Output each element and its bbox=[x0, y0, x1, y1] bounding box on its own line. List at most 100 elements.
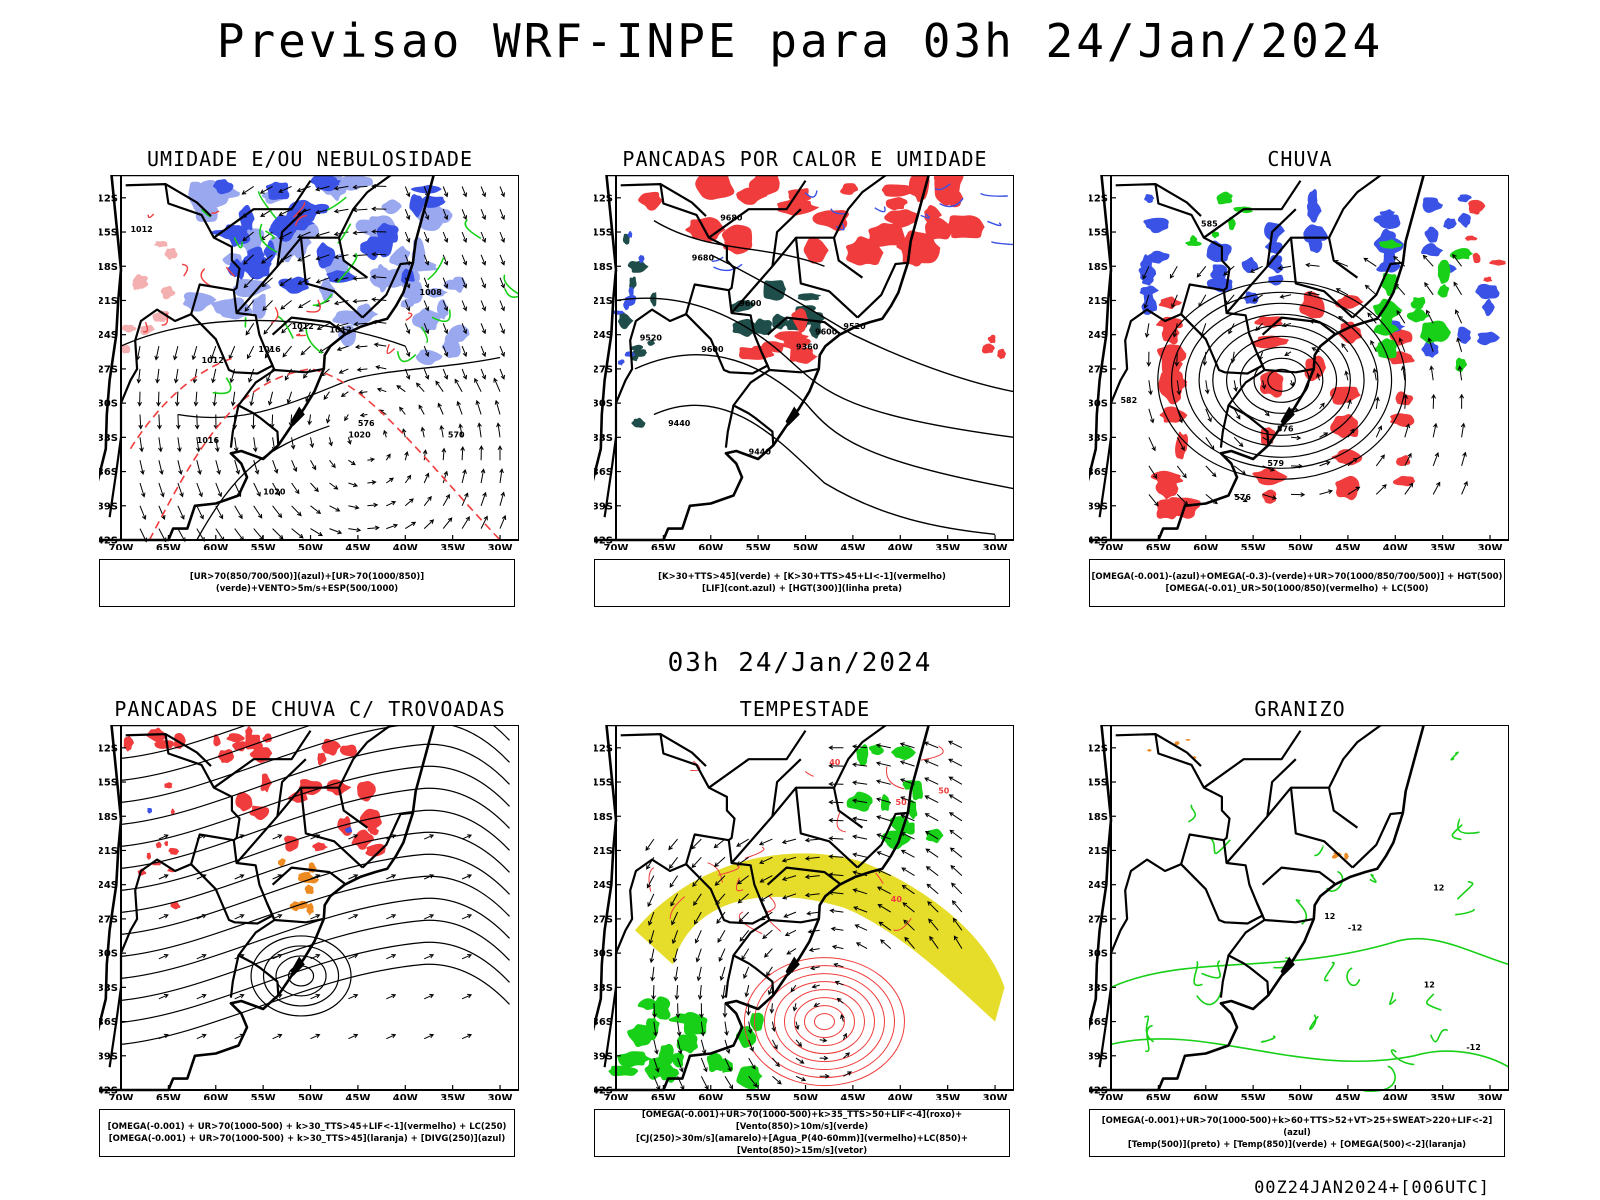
wind-vector bbox=[371, 229, 387, 234]
instability-fill bbox=[924, 204, 942, 227]
contour-label: -12 bbox=[1466, 1043, 1480, 1052]
wind-vector bbox=[442, 323, 449, 335]
wind-vector bbox=[386, 500, 397, 507]
wind-vector bbox=[1176, 465, 1187, 479]
instability-fill bbox=[631, 417, 646, 428]
wind-vector bbox=[399, 406, 406, 415]
omega-fill bbox=[1481, 298, 1495, 317]
humidity-fill bbox=[410, 184, 442, 194]
wind-vector bbox=[781, 856, 797, 863]
wind-vector bbox=[851, 798, 868, 804]
wind-vector bbox=[272, 482, 280, 497]
lon-label: 70W bbox=[604, 543, 629, 550]
humidity-fill bbox=[213, 179, 234, 195]
wind-vector bbox=[348, 527, 362, 533]
wind-vector bbox=[404, 474, 412, 484]
border-line bbox=[724, 955, 735, 998]
wind-vector bbox=[461, 186, 468, 198]
wind-vector bbox=[1205, 408, 1212, 423]
instability-fill bbox=[650, 292, 657, 307]
contour-label: 12 bbox=[1424, 980, 1435, 989]
wind-vector bbox=[1148, 437, 1156, 452]
lon-label: 50W bbox=[793, 543, 818, 550]
wind-vector bbox=[253, 460, 260, 475]
lon-label: 30W bbox=[488, 1093, 513, 1100]
storm-orange-fill bbox=[304, 884, 314, 895]
lat-label: 12S bbox=[1089, 193, 1108, 204]
wind-vector bbox=[310, 914, 321, 920]
wind-vector bbox=[325, 414, 331, 424]
lat-label: 24S bbox=[99, 330, 118, 341]
wind-vector bbox=[371, 251, 387, 257]
wind-vector bbox=[371, 274, 387, 280]
wind-vector bbox=[1261, 380, 1267, 390]
wind-vector bbox=[348, 1033, 359, 1040]
lat-label: 27S bbox=[1089, 914, 1108, 925]
map-layer: 12 -12 12 12 -12 bbox=[1089, 725, 1509, 1092]
wind-vector bbox=[333, 185, 349, 191]
contour-label: 9600 bbox=[701, 345, 724, 354]
contour-label: 9680 bbox=[692, 254, 715, 263]
wind-vector bbox=[674, 985, 680, 1001]
pwat-contour bbox=[753, 965, 895, 1079]
instability-fill bbox=[748, 175, 780, 197]
lon-label: 50W bbox=[298, 543, 323, 550]
wind-vector bbox=[215, 437, 220, 453]
wind-vector bbox=[252, 437, 258, 453]
wind-vector bbox=[951, 900, 963, 913]
wind-vector bbox=[336, 345, 349, 351]
hgt500-line bbox=[1239, 346, 1324, 414]
wind-vector bbox=[480, 491, 487, 506]
wind-vector bbox=[286, 391, 293, 404]
lagoon bbox=[290, 406, 305, 426]
instability-fill bbox=[845, 236, 884, 266]
border-line bbox=[1351, 811, 1404, 869]
storm-fill bbox=[164, 840, 169, 847]
lat-label: 33S bbox=[594, 433, 613, 444]
instability-fill bbox=[638, 191, 664, 211]
wind-vector bbox=[713, 838, 726, 849]
wind-vector bbox=[333, 208, 349, 214]
wind-vector bbox=[737, 875, 750, 885]
storm-fill bbox=[226, 733, 245, 743]
wind-vector bbox=[1404, 423, 1411, 438]
isobar bbox=[196, 425, 330, 541]
wind-vector bbox=[925, 866, 939, 876]
wind-vector bbox=[246, 345, 255, 360]
lif-contour bbox=[611, 310, 625, 315]
lat-label: 21S bbox=[99, 296, 118, 307]
wind-vector bbox=[272, 505, 283, 519]
wind-vector bbox=[333, 277, 349, 283]
wind-vector bbox=[717, 930, 726, 944]
lat-label: 42S bbox=[594, 536, 613, 547]
storm-fill bbox=[235, 791, 253, 812]
lagoon bbox=[1280, 956, 1295, 976]
wind-vector bbox=[1279, 294, 1292, 299]
wind-vector bbox=[461, 492, 469, 507]
wind-vector bbox=[1364, 284, 1377, 296]
wind-vector bbox=[924, 813, 939, 822]
lagoon bbox=[785, 406, 800, 426]
wind-vector bbox=[441, 447, 447, 461]
wind-vector bbox=[420, 426, 426, 438]
wind-vector bbox=[646, 875, 655, 889]
contour-label: 570 bbox=[448, 430, 465, 439]
wind-vector bbox=[215, 482, 223, 498]
wind-vector bbox=[328, 437, 333, 447]
wind-vector bbox=[423, 519, 435, 529]
wind-vector bbox=[648, 930, 655, 945]
border-line bbox=[832, 787, 864, 829]
wind-vector bbox=[953, 935, 963, 949]
wind-vector bbox=[480, 254, 487, 266]
border-line bbox=[1219, 955, 1230, 998]
instability-fill bbox=[629, 344, 644, 352]
wind-vector bbox=[423, 914, 435, 920]
wind-vector bbox=[783, 911, 797, 918]
wind-vector bbox=[423, 954, 435, 960]
wind-vector bbox=[795, 1075, 807, 1082]
wind-vector bbox=[404, 300, 411, 312]
wind-vector bbox=[781, 875, 797, 881]
wind-vector bbox=[1459, 393, 1465, 409]
map-frame bbox=[615, 725, 1014, 1091]
wind-vector bbox=[804, 874, 820, 880]
